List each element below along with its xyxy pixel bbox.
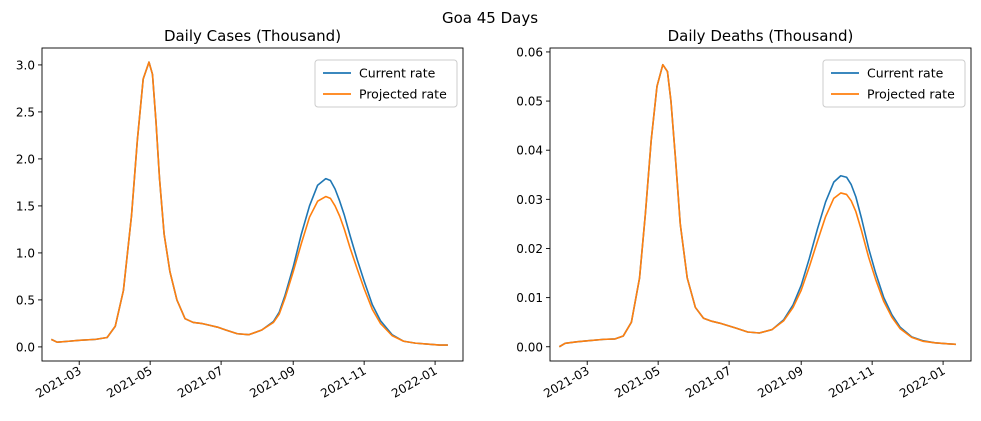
chart-panel-deaths: Daily Deaths (Thousand) 0.00 0.01 0.02 0.03 0… [516, 27, 972, 401]
legend-box [822, 59, 966, 108]
y-tick-label: 0.02 [516, 242, 543, 256]
chart-title: Daily Cases (Thousand) [164, 27, 341, 45]
y-tick-label: 0.00 [516, 340, 543, 354]
y-tick-label: 0.04 [516, 144, 543, 158]
legend-label: Projected rate [359, 87, 447, 102]
series-line-projected-rate [558, 63, 956, 348]
y-tick-label: 2.5 [16, 105, 35, 119]
x-tick-label: 2021-05 [104, 363, 154, 400]
x-tick-label: 2021-09 [247, 363, 297, 400]
x-tick-label: 2021-09 [755, 363, 805, 400]
x-tick-label: 2021-11 [826, 363, 876, 400]
x-tick-label: 2021-03 [541, 363, 591, 400]
y-tick-label: 0.5 [16, 293, 35, 307]
y-tick-label: 0.01 [516, 291, 543, 305]
chart-panel-cases: Daily Cases (Thousand) 0.0 0.5 1.0 1.5 2.0 2.5… [16, 27, 464, 401]
y-tick-label: 1.0 [16, 246, 35, 260]
legend-label: Projected rate [867, 87, 955, 102]
x-tick-label: 2022-01 [389, 363, 439, 400]
y-tick-label: 0.06 [516, 45, 543, 59]
chart-title: Daily Deaths (Thousand) [668, 27, 854, 45]
plot-frame [549, 47, 972, 362]
y-tick-label: 0.0 [16, 340, 35, 354]
plot-frame [41, 47, 464, 362]
x-tick-label: 2021-11 [318, 363, 368, 400]
x-tick-label: 2021-07 [175, 363, 225, 400]
x-tick-label: 2021-07 [683, 363, 733, 400]
legend-label: Current rate [867, 66, 944, 81]
figure-suptitle: Goa 45 Days [442, 9, 538, 27]
legend-label: Current rate [359, 66, 436, 81]
legend-box [314, 59, 458, 108]
x-tick-label: 2021-05 [612, 363, 662, 400]
y-tick-label: 0.05 [516, 95, 543, 109]
y-tick-label: 0.03 [516, 193, 543, 207]
series-line-projected-rate [50, 61, 448, 346]
x-tick-label: 2021-03 [33, 363, 83, 400]
y-tick-label: 1.5 [16, 199, 35, 213]
y-tick-label: 3.0 [16, 58, 35, 72]
x-tick-label: 2022-01 [897, 363, 947, 400]
y-tick-label: 2.0 [16, 152, 35, 166]
